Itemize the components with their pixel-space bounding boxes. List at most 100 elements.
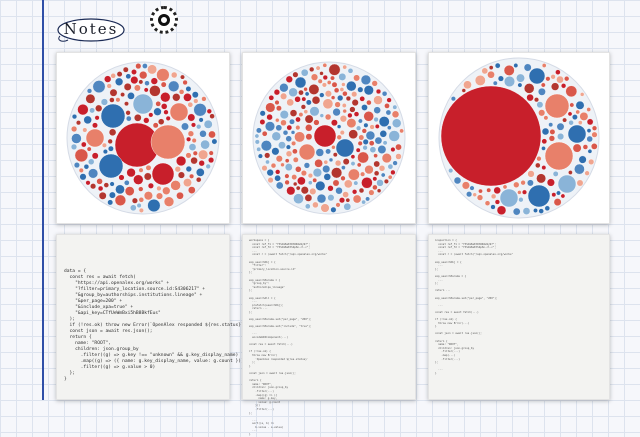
bubble	[564, 76, 570, 82]
bubble	[346, 80, 357, 92]
bubble	[130, 76, 139, 85]
code-line: "?filter=primary_location.source.id:S430…	[75, 287, 206, 292]
bubble	[101, 142, 107, 148]
bubble	[385, 109, 392, 116]
bubble	[143, 117, 150, 124]
bubble	[109, 191, 116, 199]
code-line: return {	[69, 335, 92, 340]
bubble	[109, 97, 115, 103]
bubble	[517, 190, 522, 195]
bubble	[131, 69, 137, 75]
bubble	[312, 177, 318, 183]
bubble	[295, 125, 301, 131]
bubble	[189, 173, 195, 179]
bubble-chart-thumbnail-1[interactable]	[56, 52, 230, 224]
bubble	[261, 130, 268, 137]
bubble	[193, 103, 207, 117]
bubble	[577, 120, 583, 125]
bubble	[321, 82, 327, 88]
notes-logo[interactable]: Notes	[56, 16, 126, 44]
bubble	[108, 145, 114, 152]
bubble-chart-thumbnail-3[interactable]	[428, 52, 610, 224]
bubble	[279, 110, 289, 120]
bubble	[300, 104, 307, 110]
dotted-circle-badge-icon[interactable]	[150, 6, 178, 34]
bubble	[187, 101, 194, 108]
bubble	[544, 93, 570, 119]
code-snippet-thumbnail[interactable]: data = { const res = await fetch( "https…	[56, 234, 249, 400]
bubble	[340, 175, 346, 181]
bubble	[257, 153, 263, 159]
bubble	[492, 80, 498, 86]
bubble	[78, 167, 84, 173]
code-line: "&api_key=CTfUeWmBxi5hB8BkfEus"	[75, 311, 161, 316]
bubble	[538, 109, 546, 117]
bubble	[142, 63, 148, 69]
code-line: }	[64, 377, 67, 382]
bubble	[143, 191, 153, 201]
bubble	[463, 80, 472, 90]
bubble	[591, 125, 598, 131]
code-line: .map((g) => ({ name: g.key_display_name,…	[80, 359, 244, 364]
bubble	[130, 204, 137, 212]
bubble	[380, 172, 386, 178]
bubble	[363, 111, 374, 122]
bubble	[172, 93, 181, 102]
bubble	[286, 186, 296, 196]
code-thumbnail-2[interactable]: workspace = { const ref_f1 = "f3Sdm8aKtR…	[242, 234, 416, 436]
bubble	[304, 91, 310, 97]
bubble	[208, 157, 215, 164]
bubble	[499, 188, 519, 208]
code-text: workspace = { const ref_f1 = "f3Sdm8aKtR…	[249, 239, 328, 437]
bubble	[74, 148, 89, 163]
bubble	[376, 179, 384, 187]
bubble	[536, 173, 547, 184]
bubble	[155, 101, 161, 107]
bubble	[195, 176, 202, 183]
bubble	[80, 141, 87, 148]
bubble	[322, 98, 334, 110]
bubble	[275, 124, 283, 132]
bubble	[350, 154, 356, 159]
bubble	[550, 74, 556, 80]
bubble	[361, 177, 373, 189]
bubble	[284, 163, 293, 172]
bubble	[286, 98, 295, 107]
bubble-chart-thumbnail-2[interactable]	[242, 52, 416, 224]
bubble	[201, 96, 207, 102]
bubble	[461, 88, 466, 93]
bubble	[533, 97, 539, 103]
bubble	[190, 122, 196, 128]
bubble	[541, 146, 546, 151]
bubble	[576, 179, 584, 187]
code-line: "https://api.openalex.org/works" +	[75, 281, 170, 286]
bubble	[523, 63, 532, 72]
bubble	[294, 76, 307, 89]
bubble	[310, 73, 319, 81]
bubble	[579, 92, 585, 97]
bubble	[586, 135, 593, 143]
bubble	[115, 184, 125, 195]
bubble	[124, 101, 129, 107]
bubble	[382, 140, 388, 146]
bubble	[331, 145, 336, 150]
bubble	[127, 92, 135, 100]
bubble	[334, 159, 342, 167]
bubble	[323, 173, 332, 181]
bubble	[275, 155, 283, 163]
bubble	[578, 155, 587, 164]
bubble	[328, 157, 334, 163]
bubble	[478, 188, 483, 194]
bubble	[139, 71, 148, 80]
bubble	[106, 83, 112, 89]
bubble	[280, 162, 285, 168]
code-thumbnail-3[interactable]: inspection = { const ref_f1 = "f3Sdm8aKt…	[428, 234, 610, 400]
bubble	[298, 143, 316, 161]
bubble	[544, 141, 574, 171]
bubble	[513, 181, 520, 188]
bubble	[372, 176, 378, 182]
bubble	[264, 152, 271, 159]
bubble	[270, 162, 277, 169]
bubble	[149, 85, 161, 97]
bubble	[265, 159, 270, 165]
